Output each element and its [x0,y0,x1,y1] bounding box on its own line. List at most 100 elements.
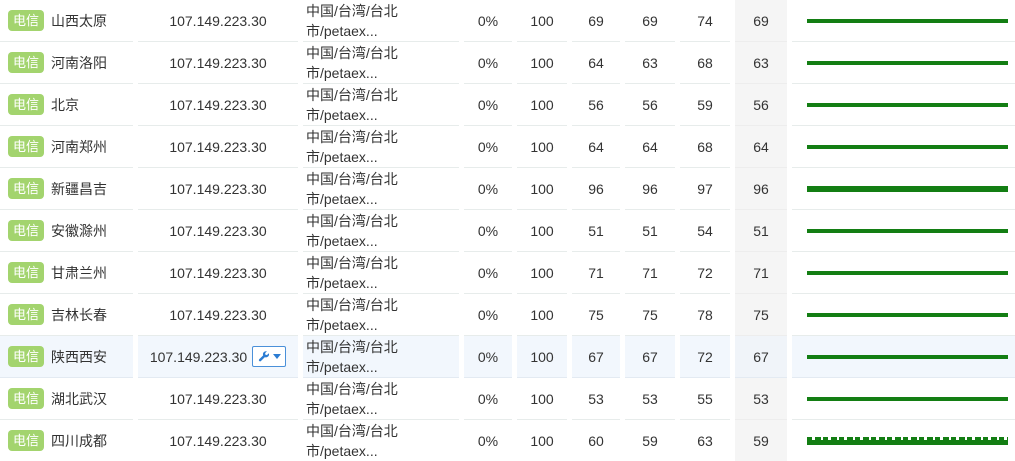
table-row[interactable]: 电信 吉林长春 107.149.223.30 中国/台湾/台北市/petaex.… [0,294,1015,336]
isp-badge: 电信 [8,94,45,115]
node-name: 北京 [51,96,80,113]
metric-4-cell: 59 [735,420,787,461]
node-name: 湖北武汉 [51,390,108,407]
node-cell: 电信 河南洛阳 [0,42,133,84]
metric-1-cell: 96 [572,168,620,210]
latency-bar [807,270,1008,275]
metric-4-cell: 64 [735,126,787,168]
latency-bar [807,396,1008,401]
bar-cell [792,378,1015,420]
loss-cell: 0% [464,0,512,42]
table-row-highlighted[interactable]: 电信 陕西西安 107.149.223.30 中国/台湾/台北市/petaex.… [0,336,1015,378]
node-cell: 电信 北京 [0,84,133,126]
sent-cell: 100 [517,336,567,378]
node-cell: 电信 陕西西安 [0,336,133,378]
ip-cell: 107.149.223.30 [138,0,298,42]
ip-cell: 107.149.223.30 [138,126,298,168]
metric-2-cell: 67 [625,336,675,378]
bar-cell [792,252,1015,294]
metric-4-cell: 63 [735,42,787,84]
bar-cell [792,42,1015,84]
node-cell: 电信 湖北武汉 [0,378,133,420]
latency-bar [807,102,1008,107]
ip-cell: 107.149.223.30 [138,210,298,252]
metric-4-cell: 75 [735,294,787,336]
metric-1-cell: 60 [572,420,620,461]
table-row[interactable]: 电信 河南郑州 107.149.223.30 中国/台湾/台北市/petaex.… [0,126,1015,168]
metric-1-cell: 71 [572,252,620,294]
metric-2-cell: 51 [625,210,675,252]
loss-cell: 0% [464,42,512,84]
geo-cell: 中国/台湾/台北市/petaex... [303,84,459,126]
metric-3-cell: 72 [680,336,730,378]
bar-cell [792,126,1015,168]
node-name: 山西太原 [51,12,108,29]
table-row[interactable]: 电信 湖北武汉 107.149.223.30 中国/台湾/台北市/petaex.… [0,378,1015,420]
loss-cell: 0% [464,294,512,336]
geo-cell: 中国/台湾/台北市/petaex... [303,252,459,294]
table-row[interactable]: 电信 河南洛阳 107.149.223.30 中国/台湾/台北市/petaex.… [0,42,1015,84]
metric-2-cell: 53 [625,378,675,420]
metric-3-cell: 74 [680,0,730,42]
sent-cell: 100 [517,378,567,420]
table-row[interactable]: 电信 安徽滁州 107.149.223.30 中国/台湾/台北市/petaex.… [0,210,1015,252]
ip-cell: 107.149.223.30 [138,252,298,294]
bar-cell [792,210,1015,252]
metric-3-cell: 97 [680,168,730,210]
latency-bar [807,18,1008,23]
metric-1-cell: 75 [572,294,620,336]
bar-cell [792,0,1015,42]
metric-2-cell: 71 [625,252,675,294]
sent-cell: 100 [517,294,567,336]
metric-1-cell: 69 [572,0,620,42]
loss-cell: 0% [464,378,512,420]
latency-bar [807,144,1008,149]
latency-bar [807,436,1008,445]
geo-cell: 中国/台湾/台北市/petaex... [303,420,459,461]
table-row[interactable]: 电信 山西太原 107.149.223.30 中国/台湾/台北市/petaex.… [0,0,1015,42]
isp-badge: 电信 [8,262,45,283]
geo-cell: 中国/台湾/台北市/petaex... [303,294,459,336]
table-row[interactable]: 电信 新疆昌吉 107.149.223.30 中国/台湾/台北市/petaex.… [0,168,1015,210]
table-row[interactable]: 电信 甘肃兰州 107.149.223.30 中国/台湾/台北市/petaex.… [0,252,1015,294]
loss-cell: 0% [464,420,512,461]
isp-badge: 电信 [8,388,45,409]
loss-cell: 0% [464,336,512,378]
latency-bar [807,185,1008,192]
metric-4-cell: 51 [735,210,787,252]
metric-4-cell: 53 [735,378,787,420]
loss-cell: 0% [464,168,512,210]
table-row[interactable]: 电信 四川成都 107.149.223.30 中国/台湾/台北市/petaex.… [0,420,1015,461]
geo-cell: 中国/台湾/台北市/petaex... [303,210,459,252]
metric-3-cell: 68 [680,42,730,84]
metric-3-cell: 55 [680,378,730,420]
metric-4-cell: 69 [735,0,787,42]
table-row[interactable]: 电信 北京 107.149.223.30 中国/台湾/台北市/petaex...… [0,84,1015,126]
metric-3-cell: 59 [680,84,730,126]
node-name: 陕西西安 [51,348,108,365]
loss-cell: 0% [464,126,512,168]
isp-badge: 电信 [8,136,45,157]
metric-1-cell: 56 [572,84,620,126]
metric-2-cell: 64 [625,126,675,168]
metric-2-cell: 59 [625,420,675,461]
tools-dropdown-button[interactable] [252,346,287,367]
node-cell: 电信 吉林长春 [0,294,133,336]
caret-down-icon [273,354,282,359]
sent-cell: 100 [517,420,567,461]
metric-3-cell: 54 [680,210,730,252]
node-cell: 电信 安徽滁州 [0,210,133,252]
geo-cell: 中国/台湾/台北市/petaex... [303,378,459,420]
metric-4-cell: 56 [735,84,787,126]
node-cell: 电信 四川成都 [0,420,133,461]
ip-cell: 107.149.223.30 [138,168,298,210]
isp-badge: 电信 [8,346,45,367]
node-name: 新疆昌吉 [51,180,108,197]
isp-badge: 电信 [8,430,45,451]
sent-cell: 100 [517,252,567,294]
loss-cell: 0% [464,84,512,126]
geo-cell: 中国/台湾/台北市/petaex... [303,0,459,42]
metric-2-cell: 75 [625,294,675,336]
sent-cell: 100 [517,168,567,210]
sent-cell: 100 [517,0,567,42]
